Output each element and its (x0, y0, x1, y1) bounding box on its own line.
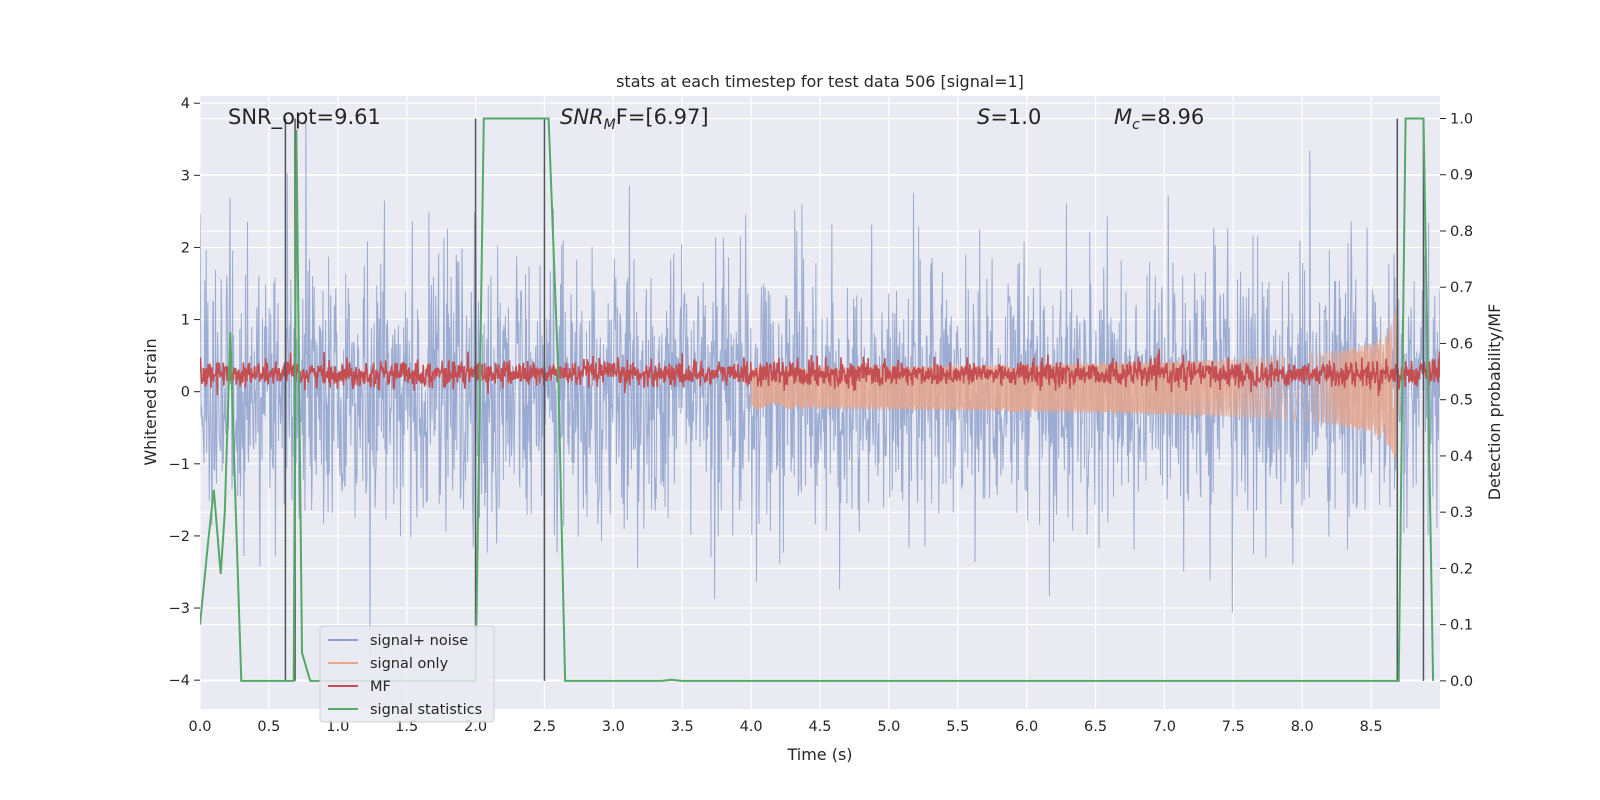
y2-ticks: 0.0 0.1 0.2 0.3 0.4 0.5 0.6 0.7 0.8 0.9 1.0 (1440, 111, 1473, 690)
annotation-mc: Mc=8.96 (1114, 105, 1204, 133)
x-tick-label: 2.5 (533, 719, 556, 735)
y-tick-label: 0 (181, 385, 190, 401)
x-tick-label: 5.5 (946, 719, 969, 735)
legend-label-mf: MF (370, 679, 391, 695)
y2-tick-label: 1.0 (1450, 111, 1473, 127)
snr-mf-value: F=[6.97] (616, 105, 709, 129)
snr-mf-symbol: SNR (560, 105, 604, 129)
s-symbol: S (977, 105, 990, 129)
x-tick-label: 1.0 (326, 719, 349, 735)
y2-tick-label: 0.1 (1450, 618, 1473, 634)
annotation-snr-opt: SNR_opt=9.61 (228, 105, 381, 130)
x-ticks: 0.0 0.5 1.0 1.5 2.0 2.5 3.0 3.5 4.0 4.5 5.0 5.5 6.0 6… (188, 719, 1382, 735)
snr-mf-subscript: M (604, 117, 616, 133)
x-tick-label: 3.5 (671, 719, 694, 735)
y-axis-title: Whitened strain (141, 338, 160, 465)
y2-tick-label: 0.7 (1450, 280, 1473, 296)
annotation-snr-mf: SNRMF=[6.97] (560, 105, 709, 133)
x-tick-label: 4.0 (740, 719, 763, 735)
s-value: =1.0 (990, 105, 1041, 129)
legend: signal+ noise signal only MF signal stat… (319, 625, 495, 723)
mc-value: =8.96 (1140, 105, 1204, 129)
y2-tick-label: 0.0 (1450, 674, 1473, 690)
legend-label-signal-only: signal only (370, 656, 449, 672)
mc-symbol: M (1114, 105, 1132, 129)
mc-subscript: c (1132, 117, 1140, 133)
chart-title: stats at each timestep for test data 506… (616, 72, 1024, 91)
x-tick-label: 8.5 (1360, 719, 1383, 735)
y-tick-label: 1 (181, 313, 190, 329)
y-tick-label: −3 (169, 601, 190, 617)
x-tick-label: 8.0 (1291, 719, 1314, 735)
series-layer (200, 116, 1440, 671)
y2-tick-label: 0.3 (1450, 505, 1473, 521)
x-tick-label: 6.5 (1084, 719, 1107, 735)
y2-tick-label: 0.8 (1450, 224, 1473, 240)
y2-axis-title: Detection probability/MF (1485, 304, 1504, 501)
x-tick-label: 4.5 (808, 719, 831, 735)
y-tick-label: 2 (181, 240, 190, 256)
series-signal-only (750, 306, 1400, 461)
y2-tick-label: 0.2 (1450, 561, 1473, 577)
y-tick-label: 4 (181, 96, 190, 112)
y-ticks: −4 −3 −2 −1 0 1 2 3 4 (169, 96, 200, 689)
y-tick-label: 3 (181, 168, 190, 184)
x-tick-label: 6.0 (1015, 719, 1038, 735)
x-tick-label: 0.5 (257, 719, 280, 735)
x-tick-label: 2.0 (464, 719, 487, 735)
x-tick-label: 5.0 (877, 719, 900, 735)
legend-box (319, 625, 495, 723)
y2-tick-label: 0.6 (1450, 336, 1473, 352)
y-tick-label: −4 (169, 673, 190, 689)
x-tick-label: 3.0 (602, 719, 625, 735)
y2-tick-label: 0.4 (1450, 449, 1473, 465)
legend-label-signal-noise: signal+ noise (370, 633, 468, 649)
y2-tick-label: 0.5 (1450, 393, 1473, 409)
x-tick-label: 7.0 (1153, 719, 1176, 735)
x-tick-label: 1.5 (395, 719, 418, 735)
y-tick-label: −2 (169, 529, 190, 545)
legend-label-signal-statistics: signal statistics (370, 702, 482, 718)
y-tick-label: −1 (169, 457, 190, 473)
series-mf (200, 348, 1440, 396)
x-axis-title: Time (s) (786, 745, 852, 764)
y2-tick-label: 0.9 (1450, 168, 1473, 184)
x-tick-label: 7.5 (1222, 719, 1245, 735)
annotation-s: S=1.0 (977, 105, 1041, 129)
x-tick-label: 0.0 (188, 719, 211, 735)
